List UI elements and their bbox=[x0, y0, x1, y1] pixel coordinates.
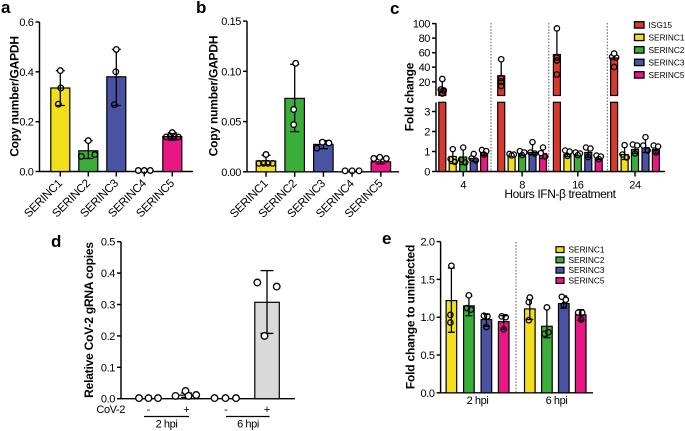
svg-text:0.4: 0.4 bbox=[101, 268, 115, 280]
svg-text:0.5: 0.5 bbox=[421, 350, 435, 362]
svg-text:0.0: 0.0 bbox=[421, 388, 435, 400]
svg-text:-: - bbox=[147, 404, 151, 416]
svg-text:+: + bbox=[183, 404, 189, 416]
svg-text:2.0: 2.0 bbox=[421, 237, 435, 249]
svg-text:+: + bbox=[264, 404, 270, 416]
svg-text:20: 20 bbox=[419, 77, 431, 89]
svg-text:40: 40 bbox=[419, 62, 431, 74]
svg-text:SERINC3: SERINC3 bbox=[649, 57, 685, 67]
svg-text:c: c bbox=[390, 0, 399, 18]
svg-text:0.6: 0.6 bbox=[19, 17, 33, 29]
svg-text:CoV-2: CoV-2 bbox=[96, 404, 125, 416]
svg-text:SERINC5: SERINC5 bbox=[649, 70, 685, 80]
svg-text:0.0: 0.0 bbox=[101, 394, 115, 406]
svg-text:Hours IFN-β treatment: Hours IFN-β treatment bbox=[504, 187, 616, 201]
svg-text:SERINC1: SERINC1 bbox=[569, 245, 605, 255]
svg-text:Fold change to uninfected: Fold change to uninfected bbox=[404, 245, 418, 389]
svg-text:-: - bbox=[224, 404, 228, 416]
svg-text:16: 16 bbox=[572, 180, 584, 192]
svg-text:SERINC5: SERINC5 bbox=[569, 275, 605, 285]
svg-text:1.0: 1.0 bbox=[421, 312, 435, 324]
svg-text:SERINC3: SERINC3 bbox=[569, 265, 605, 275]
svg-text:24: 24 bbox=[629, 180, 641, 192]
svg-text:d: d bbox=[51, 232, 61, 251]
svg-text:SERINC2: SERINC2 bbox=[649, 45, 685, 55]
svg-text:0.4: 0.4 bbox=[19, 67, 33, 79]
svg-text:80: 80 bbox=[419, 33, 431, 45]
svg-text:a: a bbox=[1, 0, 11, 17]
svg-text:6 hpi: 6 hpi bbox=[546, 395, 568, 407]
svg-text:1.5: 1.5 bbox=[421, 274, 435, 286]
svg-text:0.1: 0.1 bbox=[101, 362, 115, 374]
svg-text:Copy number/GAPDH: Copy number/GAPDH bbox=[8, 36, 22, 157]
svg-text:4: 4 bbox=[460, 180, 466, 192]
svg-text:Relative CoV-2 gRNA copies: Relative CoV-2 gRNA copies bbox=[82, 242, 96, 398]
svg-text:0.0: 0.0 bbox=[19, 167, 33, 179]
svg-text:0.10: 0.10 bbox=[221, 66, 241, 78]
svg-text:2 hpi: 2 hpi bbox=[467, 395, 489, 407]
svg-text:e: e bbox=[382, 229, 391, 248]
svg-text:b: b bbox=[196, 0, 206, 17]
svg-text:0.5: 0.5 bbox=[101, 237, 115, 249]
svg-text:1: 1 bbox=[424, 147, 430, 159]
svg-text:0.3: 0.3 bbox=[101, 300, 115, 312]
svg-text:3: 3 bbox=[424, 107, 430, 119]
svg-text:0.00: 0.00 bbox=[221, 167, 241, 179]
svg-text:0.15: 0.15 bbox=[221, 16, 241, 28]
svg-text:2: 2 bbox=[424, 127, 430, 139]
svg-text:SERINC2: SERINC2 bbox=[569, 255, 605, 265]
svg-text:60: 60 bbox=[419, 48, 431, 60]
svg-text:8: 8 bbox=[519, 180, 525, 192]
svg-text:ISG15: ISG15 bbox=[649, 20, 673, 30]
svg-text:6 hpi: 6 hpi bbox=[237, 419, 259, 431]
svg-text:0.05: 0.05 bbox=[221, 117, 241, 129]
svg-text:2 hpi: 2 hpi bbox=[156, 419, 178, 431]
svg-text:0: 0 bbox=[424, 167, 430, 179]
svg-text:Fold change: Fold change bbox=[403, 62, 417, 131]
svg-text:SERINC1: SERINC1 bbox=[649, 32, 685, 42]
svg-text:Copy number/GAPDH: Copy number/GAPDH bbox=[207, 36, 221, 157]
svg-text:0.2: 0.2 bbox=[19, 117, 33, 129]
svg-text:100: 100 bbox=[413, 19, 430, 31]
svg-text:0.2: 0.2 bbox=[101, 331, 115, 343]
